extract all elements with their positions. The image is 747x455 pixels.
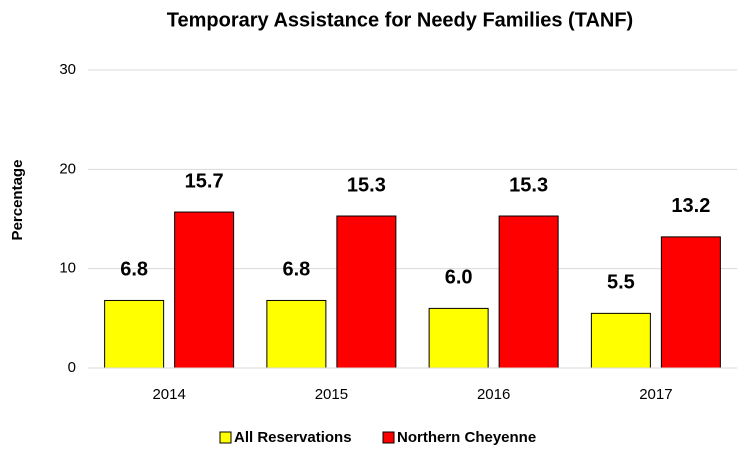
- data-label: 5.5: [607, 272, 635, 294]
- x-tick-label: 2015: [315, 386, 348, 403]
- legend-label: Northern Cheyenne: [397, 429, 536, 446]
- bar: [266, 299, 327, 369]
- y-axis-label: Percentage: [9, 160, 26, 241]
- y-tick-label: 10: [59, 260, 76, 277]
- y-tick-label: 20: [59, 160, 76, 177]
- x-tick-label: 2017: [639, 386, 672, 403]
- data-label: 6.0: [445, 267, 473, 289]
- chart-title: Temporary Assistance for Needy Families …: [167, 9, 633, 31]
- bar: [104, 299, 165, 369]
- data-label: 6.8: [282, 259, 310, 281]
- bar: [590, 312, 651, 369]
- bar: [498, 215, 559, 369]
- y-tick-label: 30: [59, 61, 76, 78]
- bar: [428, 307, 489, 369]
- x-tick-label: 2014: [152, 386, 185, 403]
- legend-label: All Reservations: [234, 429, 352, 446]
- y-tick-label: 0: [68, 359, 76, 376]
- data-label: 13.2: [671, 195, 710, 217]
- data-label: 15.7: [185, 170, 224, 192]
- data-label: 6.8: [120, 259, 148, 281]
- x-tick-label: 2016: [477, 386, 510, 403]
- data-label: 15.3: [347, 174, 386, 196]
- data-label: 15.3: [509, 174, 548, 196]
- legend-swatch: [382, 431, 395, 444]
- legend-swatch: [219, 431, 232, 444]
- bar: [336, 215, 397, 369]
- bar: [174, 211, 235, 369]
- bar: [660, 236, 721, 369]
